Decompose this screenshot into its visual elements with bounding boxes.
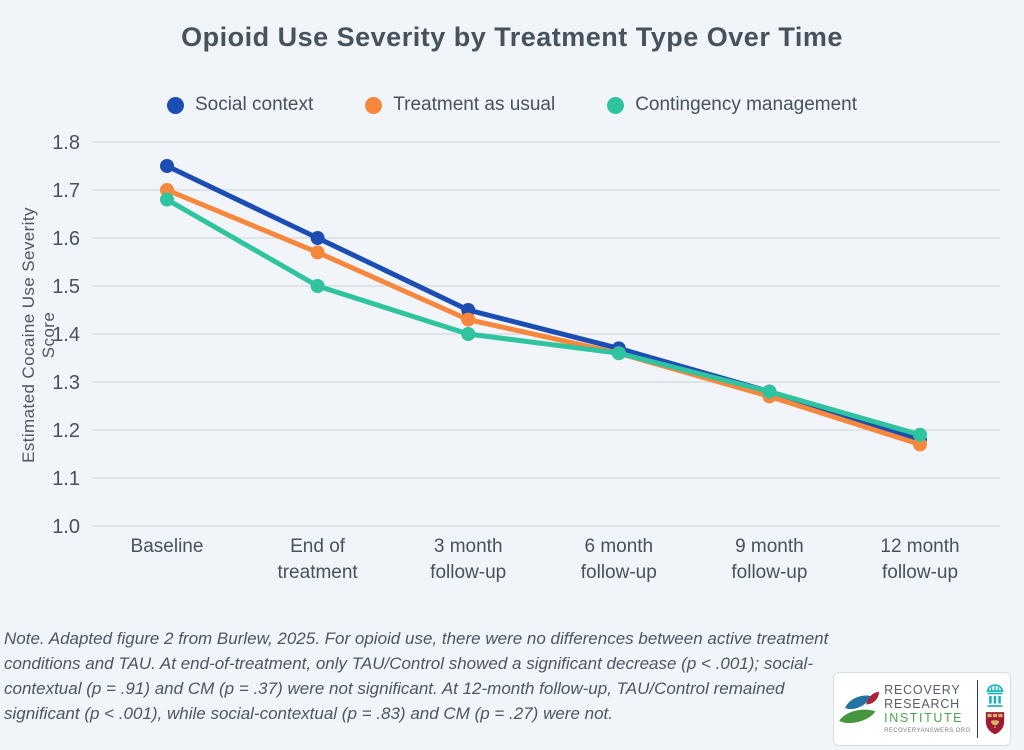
logo-line-recovery: RECOVERY: [884, 683, 961, 698]
logo-icons: [985, 683, 1005, 735]
x-tick-label: follow-up: [882, 562, 958, 583]
legend-marker-treatment-as-usual: [365, 96, 383, 114]
data-point-contingency-management: [310, 279, 325, 293]
chart-legend: Social context Treatment as usual Contin…: [0, 94, 1024, 116]
data-point-treatment-as-usual: [461, 312, 476, 327]
y-tick-label: 1.5: [52, 276, 80, 298]
legend-item-contingency-management: Contingency management: [607, 94, 857, 116]
data-point-social-context: [160, 159, 174, 173]
logo-divider: [976, 680, 978, 738]
legend-label: Treatment as usual: [393, 94, 556, 115]
y-tick-label: 1.1: [52, 468, 80, 490]
x-tick-label: follow-up: [430, 562, 506, 583]
crest-shield-icon: [985, 711, 1005, 734]
x-tick-label: follow-up: [581, 562, 657, 583]
data-point-treatment-as-usual: [310, 245, 325, 260]
x-tick-label: Baseline: [131, 536, 204, 557]
series-line-social-context: [164, 163, 923, 443]
data-point-contingency-management: [762, 384, 777, 399]
series-line-contingency-management: [164, 197, 923, 438]
legend-marker-contingency-management: [607, 96, 625, 114]
institution-building-icon: [986, 683, 1004, 707]
series-line-treatment-as-usual: [164, 187, 923, 447]
data-point-social-context: [310, 231, 325, 245]
data-point-treatment-as-usual: [913, 437, 927, 452]
logo-line-research: RESEARCH: [884, 697, 960, 712]
data-point-contingency-management: [611, 346, 626, 361]
y-tick-label: 1.2: [52, 420, 80, 442]
y-tick-label: 1.6: [52, 228, 80, 250]
x-tick-label: 12 month: [880, 536, 959, 557]
y-tick-label: 1.8: [52, 132, 80, 154]
legend-label: Contingency management: [635, 94, 858, 115]
y-tick-label: 1.0: [52, 516, 80, 538]
leaves-icon: [839, 691, 879, 723]
y-tick-label: 1.3: [52, 372, 80, 394]
logo-url: RECOVERYANSWERS.ORG: [884, 728, 971, 735]
data-point-social-context: [461, 303, 476, 317]
x-tick-label: treatment: [277, 562, 358, 583]
legend-marker-social-context: [166, 96, 184, 114]
legend-item-social-context: Social context: [166, 94, 314, 116]
page-title: Opioid Use Severity by Treatment Type Ov…: [181, 22, 843, 52]
x-tick-label: 3 month: [434, 536, 503, 557]
data-point-contingency-management: [461, 327, 476, 341]
x-tick-label: follow-up: [731, 562, 807, 583]
logo-line-institute: INSTITUTE: [884, 711, 964, 726]
data-point-contingency-management: [160, 192, 174, 207]
line-chart: 1.8 1.7 1.6 1.5 1.4 1.3 1.2 1.1 1.0 Baseline End o…: [52, 132, 1000, 583]
data-point-contingency-management: [913, 427, 927, 442]
note-text: Note. Adapted figure 2 from Burlew, 2025…: [4, 629, 829, 723]
data-point-treatment-as-usual: [160, 183, 174, 197]
x-tick-label: 6 month: [584, 536, 653, 557]
recovery-research-institute-logo: RECOVERY RESEARCH INSTITUTE RECOVERYANSW…: [833, 672, 1011, 746]
y-tick-label: 1.4: [52, 324, 80, 346]
legend-label: Social context: [194, 94, 314, 115]
x-tick-label: 9 month: [735, 536, 804, 557]
logo-text: RECOVERY RESEARCH INSTITUTE RECOVERYANSW…: [884, 683, 970, 735]
x-tick-label: End of: [290, 536, 346, 557]
y-tick-label: 1.7: [52, 180, 80, 202]
legend-item-treatment-as-usual: Treatment as usual: [365, 94, 555, 116]
